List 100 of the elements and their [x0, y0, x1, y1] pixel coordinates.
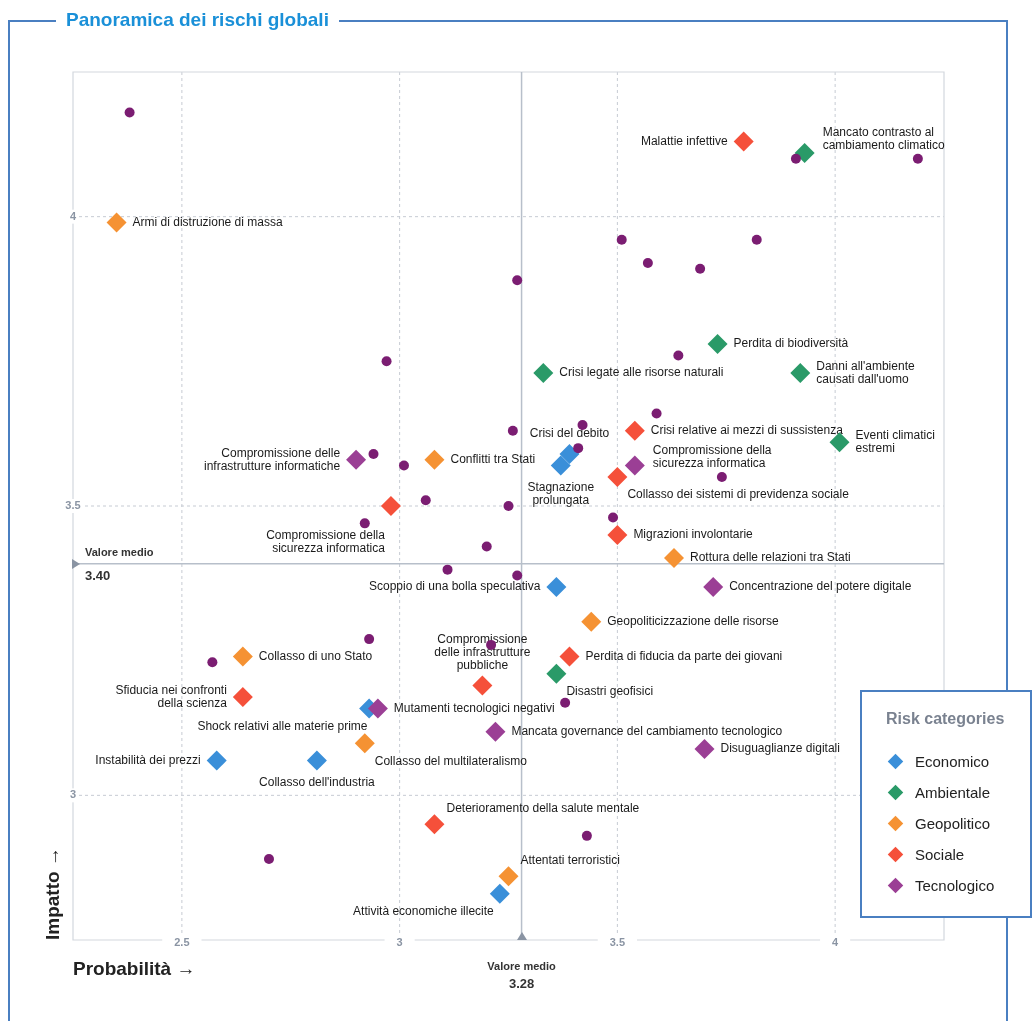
point — [608, 512, 619, 523]
annotation: Crisi del debito — [529, 426, 610, 441]
annotation: Disuguaglianze digitali — [720, 741, 840, 756]
point — [642, 257, 653, 268]
point — [624, 455, 645, 476]
point — [503, 501, 514, 511]
point — [124, 107, 135, 118]
point — [232, 646, 253, 667]
annotation: Attentati terroristici — [520, 852, 620, 867]
annotation: Shock relativi alle materie prime — [197, 718, 368, 733]
point — [624, 420, 645, 441]
point — [420, 495, 431, 506]
annotation: Collasso dell'industria — [259, 774, 376, 789]
point — [263, 853, 274, 864]
point — [424, 814, 445, 835]
annotation: Collasso del multilateralismo — [374, 753, 528, 768]
point — [607, 467, 628, 488]
point — [546, 577, 567, 598]
point — [424, 449, 445, 470]
legend-label: Sociale — [915, 846, 965, 863]
annotation: Eventi climatici estremi — [855, 428, 935, 456]
point — [507, 425, 518, 436]
point — [695, 263, 706, 274]
y-tick-label: 4 — [69, 209, 77, 222]
point — [485, 721, 506, 742]
annotation: Deterioramento della salute mentale — [446, 800, 640, 815]
point — [472, 675, 493, 696]
annotation: Mancata governance del cambiamento tecnologico — [511, 723, 783, 738]
annotation: Disastri geofisici — [566, 684, 654, 699]
annotation: Migrazioni involontarie — [633, 527, 754, 542]
point — [829, 432, 850, 453]
y-tick-label: 3.5 — [65, 499, 81, 512]
x-tick-label: 3.5 — [609, 936, 626, 949]
annotation: Compromissione della sicurezza informatica — [652, 442, 772, 470]
annotation: Collasso di uno Stato — [258, 648, 373, 663]
point — [912, 153, 923, 164]
point — [694, 739, 715, 760]
legend-label: Economico — [915, 753, 990, 770]
point — [381, 356, 392, 367]
annotation: Compromissione delle infrastrutture informatiche — [204, 445, 341, 473]
y-tick-label: 3 — [69, 788, 77, 801]
x-axis-title: Probabilità → — [73, 958, 196, 979]
point — [368, 448, 379, 459]
point — [707, 333, 728, 354]
point — [560, 697, 571, 708]
annotation: Mutamenti tecnologici negativi — [393, 700, 555, 715]
annotation: Sfiducia nei confronti della scienza — [115, 682, 228, 710]
annotation: Crisi relative ai mezzi di sussistenza — [650, 423, 844, 438]
annotation: Mancato contrasto al cambiamento climatico — [822, 125, 946, 153]
point — [512, 275, 523, 286]
point — [207, 657, 218, 668]
annotation: Compromissione della sicurezza informatica — [266, 528, 386, 556]
point — [546, 663, 567, 684]
annotation: Stagnazione prolungata — [527, 479, 595, 507]
point — [232, 686, 253, 707]
point — [733, 131, 754, 152]
annotation: Rottura delle relazioni tra Stati — [689, 550, 851, 565]
x-tick-label: 2.5 — [174, 936, 190, 949]
annotation: Concentrazione del potere digitale — [729, 579, 912, 594]
annotation: Compromissione delle infrastrutture pubbliche — [434, 631, 531, 672]
point — [533, 362, 554, 383]
point — [367, 698, 388, 719]
legend-title: Risk categories — [886, 710, 1006, 728]
point — [498, 866, 519, 887]
point — [703, 577, 724, 598]
point — [346, 449, 367, 470]
legend-label: Ambientale — [915, 784, 991, 801]
point — [651, 408, 662, 419]
point — [581, 830, 592, 841]
annotation: Instabilità dei prezzi — [95, 752, 201, 767]
ref-line-label: Valore medio 3.40 — [85, 545, 154, 583]
point — [489, 883, 510, 904]
point — [442, 564, 453, 575]
point — [573, 443, 584, 454]
chart-title: Panoramica dei rischi globali — [56, 8, 339, 32]
point — [380, 496, 401, 516]
annotation: Scoppio di una bolla speculativa — [368, 579, 541, 594]
annotation: Malattie infettive — [640, 133, 728, 148]
annotation: Armi di distruzione di massa — [132, 214, 283, 229]
x-tick-label: 4 — [832, 936, 840, 949]
ref-line-label: Valore medio 3.28 — [487, 960, 557, 991]
point — [616, 234, 627, 245]
point — [663, 548, 684, 569]
annotation: Danni all'ambiente causati dall'uomo — [816, 358, 915, 386]
legend-label: Tecnologico — [915, 877, 995, 894]
point — [794, 143, 815, 164]
y-axis-title: Impatto → — [42, 847, 63, 940]
point — [716, 472, 727, 483]
point — [512, 570, 523, 581]
point — [790, 362, 811, 383]
point — [607, 524, 628, 545]
point — [481, 541, 492, 552]
point — [673, 350, 684, 361]
point — [364, 634, 375, 645]
point — [359, 518, 370, 529]
annotation: Perdita di fiducia da parte dei giovani — [585, 648, 783, 663]
point — [559, 443, 580, 464]
point — [306, 750, 327, 771]
annotation: Perdita di biodiversità — [733, 336, 849, 351]
point — [354, 733, 375, 754]
